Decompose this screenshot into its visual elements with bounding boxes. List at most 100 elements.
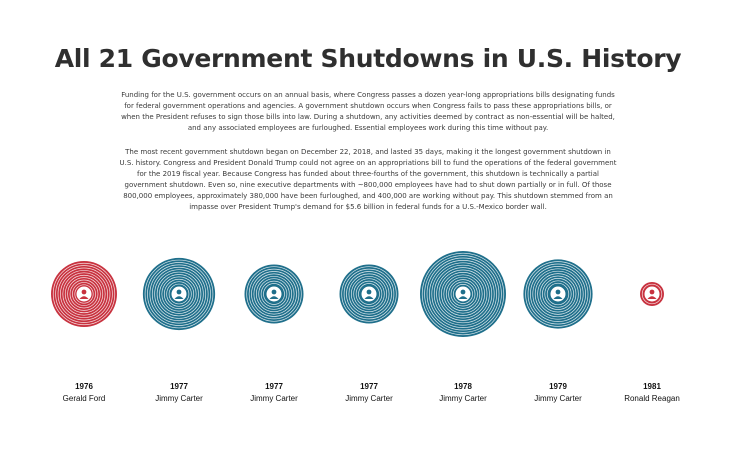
bubble-ring xyxy=(168,283,190,305)
bubble-ring xyxy=(149,264,209,324)
bubble-ring xyxy=(260,280,288,308)
bubble-ring xyxy=(159,274,199,314)
bubble-ring xyxy=(248,268,300,320)
shutdown-year-label: 1977 xyxy=(265,382,283,391)
shutdown-bubble[interactable] xyxy=(420,251,506,337)
portrait-head xyxy=(271,289,277,295)
portrait-body xyxy=(553,296,563,299)
bubble-ring xyxy=(346,271,392,317)
bubble-ring xyxy=(539,275,577,313)
bubble-ring xyxy=(537,273,579,315)
portrait-head xyxy=(649,289,655,295)
shutdown-bubble[interactable] xyxy=(339,264,399,324)
bubble-ring xyxy=(525,261,591,327)
bubble-ring xyxy=(438,269,488,319)
bubble-ring xyxy=(426,257,500,331)
bubble-ring xyxy=(60,270,108,318)
bubble-ring xyxy=(544,280,572,308)
bubble-ring xyxy=(431,262,495,326)
bubble-ring xyxy=(358,283,380,305)
shutdown-year-label: 1977 xyxy=(170,382,188,391)
bubble-ring xyxy=(151,266,207,322)
intro-paragraph: Funding for the U.S. government occurs o… xyxy=(121,91,615,132)
bubble-ring xyxy=(453,284,473,304)
bubble-ring xyxy=(546,282,570,306)
bubble-ring xyxy=(341,266,397,322)
bubble-ring xyxy=(530,266,586,322)
president-name-label: Jimmy Carter xyxy=(250,394,298,403)
bubble-ring xyxy=(69,279,99,309)
portrait-head xyxy=(460,289,466,295)
president-name-label: Ronald Reagan xyxy=(624,394,680,403)
portrait-body xyxy=(364,296,374,299)
bubble-ring xyxy=(52,262,116,326)
bubble-ring xyxy=(424,255,502,333)
bubble-ring xyxy=(62,272,106,316)
bubble-ring xyxy=(441,272,485,316)
bubble-ring xyxy=(147,262,211,326)
shutdown-bubble-chart xyxy=(51,251,664,337)
bubble-ring xyxy=(421,252,505,336)
bubble-ring xyxy=(64,274,104,314)
bubble-ring xyxy=(443,274,483,314)
bubble-ring xyxy=(72,282,96,306)
bubble-ring xyxy=(542,278,574,310)
bubble-ring xyxy=(144,259,214,329)
portrait-head xyxy=(366,289,372,295)
bubble-ring xyxy=(74,284,94,304)
portrait-head xyxy=(555,289,561,295)
recent-shutdown-paragraph: The most recent government shutdown bega… xyxy=(119,148,617,211)
portrait-body xyxy=(647,296,657,299)
president-name-label: Jimmy Carter xyxy=(155,394,203,403)
bubble-ring xyxy=(251,271,297,317)
shutdown-bubble[interactable] xyxy=(51,261,117,327)
bubble-ring xyxy=(263,283,285,305)
portrait-body xyxy=(269,296,279,299)
bubble-ring xyxy=(448,279,478,309)
portrait-head xyxy=(81,289,87,295)
bubble-ring xyxy=(343,268,395,320)
bubble-ring xyxy=(258,278,290,310)
president-name-label: Jimmy Carter xyxy=(534,394,582,403)
shutdown-year-label: 1978 xyxy=(454,382,472,391)
bubble-ring xyxy=(355,280,383,308)
bubble-ring xyxy=(255,275,293,313)
bubble-ring xyxy=(166,281,192,307)
bubble-ring xyxy=(67,277,101,311)
president-name-label: Jimmy Carter xyxy=(439,394,487,403)
shutdown-bubble[interactable] xyxy=(640,282,664,306)
bubble-ring xyxy=(163,278,195,310)
bubble-ring xyxy=(450,281,476,307)
portrait-head xyxy=(176,289,182,295)
bubble-ring xyxy=(350,275,388,313)
shutdown-year-label: 1981 xyxy=(643,382,661,391)
bubble-ring xyxy=(436,267,490,321)
bubble-ring xyxy=(433,264,493,324)
bubble-ring xyxy=(532,268,584,320)
bubble-ring xyxy=(348,273,390,315)
bubble-ring xyxy=(445,276,481,312)
shutdown-year-label: 1976 xyxy=(75,382,93,391)
bubble-ring xyxy=(353,278,385,310)
shutdown-year-label: 1977 xyxy=(360,382,378,391)
shutdown-bubble[interactable] xyxy=(142,257,216,331)
shutdown-year-label: 1979 xyxy=(549,382,567,391)
bubble-ring xyxy=(57,267,111,321)
shutdown-bubble[interactable] xyxy=(523,259,593,329)
bubble-ring xyxy=(154,269,204,319)
portrait-body xyxy=(458,296,468,299)
portrait-body xyxy=(174,296,184,299)
portrait-body xyxy=(79,296,89,299)
bubble-ring xyxy=(246,266,302,322)
president-name-label: Gerald Ford xyxy=(62,394,106,403)
shutdown-bubble[interactable] xyxy=(244,264,304,324)
bubble-ring xyxy=(641,283,663,305)
bubble-ring xyxy=(527,263,589,325)
bubble-ring xyxy=(429,260,497,328)
bubble-ring xyxy=(161,276,197,312)
bubble-ring xyxy=(253,273,295,315)
bubble-ring xyxy=(534,270,582,318)
bubble-ring xyxy=(55,265,113,323)
bubble-ring xyxy=(156,271,202,317)
